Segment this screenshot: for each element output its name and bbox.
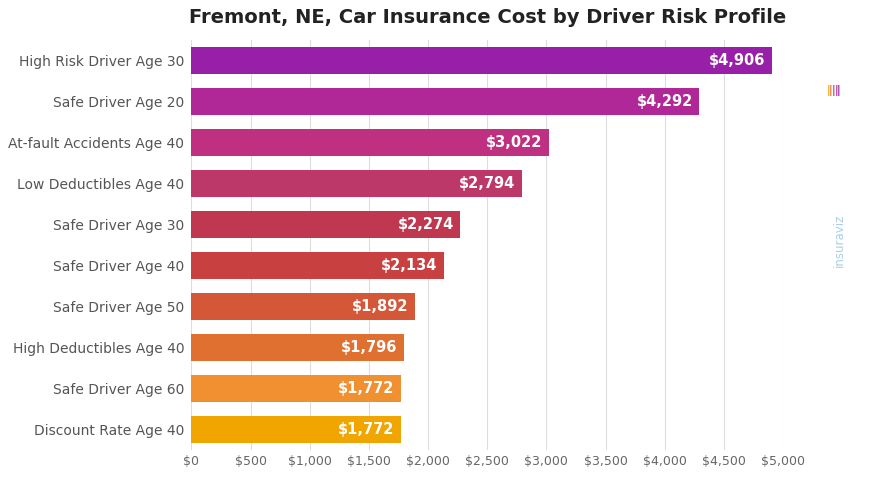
Bar (191, 88, 699, 115)
Bar (191, 416, 401, 443)
Text: $4,292: $4,292 (636, 94, 692, 109)
Text: $1,772: $1,772 (338, 422, 395, 437)
Text: |: | (828, 84, 832, 96)
Text: $1,772: $1,772 (338, 381, 395, 396)
Bar (191, 211, 460, 238)
Text: $3,022: $3,022 (486, 135, 542, 150)
Text: $1,892: $1,892 (352, 299, 408, 314)
Bar (191, 47, 771, 74)
Text: $1,796: $1,796 (341, 340, 397, 355)
Bar (191, 293, 415, 320)
Bar (191, 375, 401, 402)
Text: |: | (836, 84, 839, 96)
Title: Fremont, NE, Car Insurance Cost by Driver Risk Profile: Fremont, NE, Car Insurance Cost by Drive… (189, 8, 785, 28)
Text: $2,134: $2,134 (381, 258, 437, 273)
Text: insuraviz: insuraviz (833, 214, 845, 266)
Text: |: | (826, 84, 829, 96)
Text: $4,906: $4,906 (708, 53, 765, 68)
Bar (191, 252, 443, 279)
Bar (191, 129, 548, 156)
Text: $2,794: $2,794 (459, 176, 515, 191)
Text: |: | (833, 84, 837, 96)
Bar (191, 170, 521, 197)
Text: |: | (831, 84, 834, 96)
Text: $2,274: $2,274 (397, 217, 454, 232)
Bar (191, 334, 403, 361)
